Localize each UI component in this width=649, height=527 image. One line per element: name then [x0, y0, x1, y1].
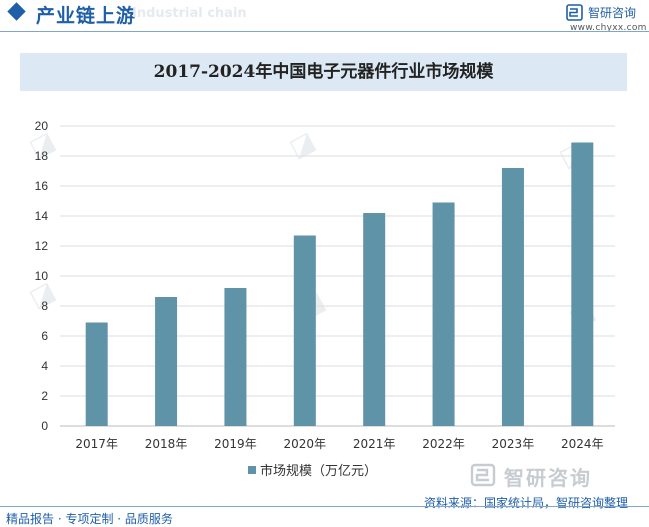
y-tick-label: 20: [35, 119, 49, 133]
grid-lines: [60, 125, 615, 427]
y-tick-label: 16: [35, 179, 49, 193]
y-tick-label: 10: [35, 269, 49, 283]
footer-divider: [0, 506, 649, 507]
bar: [432, 202, 455, 426]
bar: [155, 297, 178, 426]
x-tick-labels: 2017年 2018年 2019年 2020年 2021年 2022年 2023年 2024年: [75, 437, 603, 451]
brand-url: www.chyxx.com: [570, 23, 647, 33]
brand-logo-icon: [566, 4, 583, 21]
y-tick-label: 14: [35, 209, 49, 223]
bar: [571, 142, 594, 426]
y-tick-label: 12: [35, 239, 49, 253]
legend-swatch: [248, 466, 256, 474]
x-tick-label: 2019年: [214, 437, 257, 451]
x-tick-label: 2020年: [284, 437, 327, 451]
x-tick-label: 2023年: [492, 437, 535, 451]
bottom-brand-name: 智研咨询: [504, 466, 592, 490]
footer-slogan: 精品报告 · 专项定制 · 品质服务: [6, 512, 173, 526]
x-tick-label: 2018年: [145, 437, 188, 451]
y-tick-label: 8: [41, 299, 48, 313]
x-tick-label: 2022年: [422, 437, 465, 451]
brand-logo-icon: [470, 463, 496, 487]
chart-title: 2017-2024年中国电子元器件行业市场规模: [153, 62, 494, 82]
y-tick-label: 4: [41, 359, 48, 373]
page-header: 产业链上游 Industrial chain 智研咨询 www.chyxx.co…: [0, 0, 649, 44]
brand-name: 智研咨询: [588, 6, 637, 20]
x-tick-label: 2017年: [75, 437, 118, 451]
source-note: 资料来源：国家统计局，智研咨询整理: [424, 496, 629, 510]
brand-block: 智研咨询 www.chyxx.com: [566, 3, 646, 33]
section-title: 产业链上游: [36, 5, 137, 27]
chart-title-band: 2017-2024年中国电子元器件行业市场规模: [20, 53, 627, 91]
y-tick-label: 2: [41, 389, 48, 403]
bar: [363, 213, 386, 426]
legend-label: 市场规模（万亿元）: [260, 464, 378, 479]
section-ghost-text: Industrial chain: [132, 6, 247, 21]
x-tick-label: 2024年: [561, 437, 604, 451]
bottom-brand-watermark: 智研咨询: [470, 462, 634, 490]
x-tick-label: 2021年: [353, 437, 396, 451]
bar: [293, 235, 316, 426]
y-tick-labels: 0 2 4 6 8 10 12 14 16 18 20: [35, 119, 49, 433]
bars: [85, 142, 594, 426]
y-tick-label: 6: [41, 329, 48, 343]
header-divider: [0, 31, 649, 32]
bar: [85, 322, 108, 426]
bar: [501, 168, 524, 426]
y-tick-label: 18: [35, 149, 49, 163]
y-tick-label: 0: [41, 419, 48, 433]
bar: [224, 288, 247, 426]
